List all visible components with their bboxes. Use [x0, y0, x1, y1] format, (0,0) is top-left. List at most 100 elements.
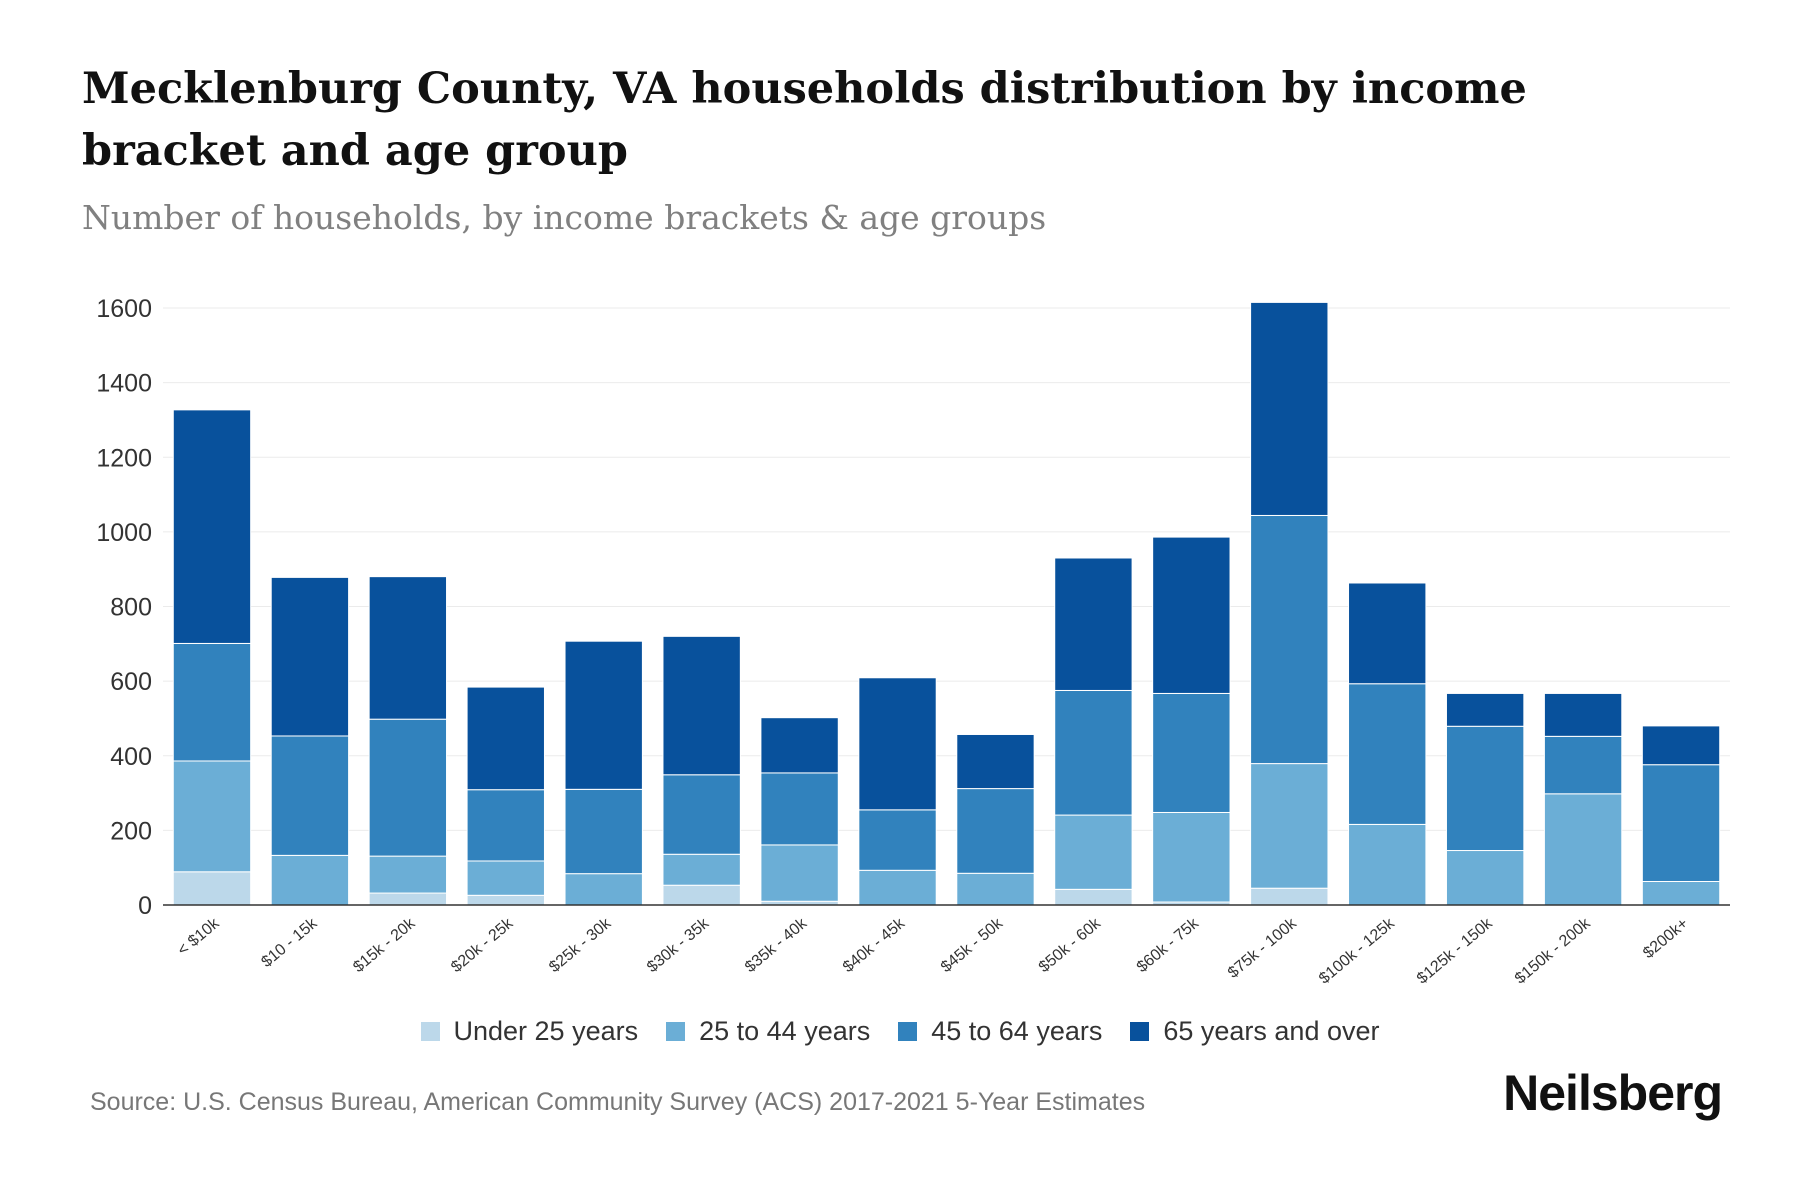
bar-segment — [858, 677, 937, 811]
legend-item: 25 to 44 years — [666, 1016, 870, 1047]
bar-segment — [1054, 814, 1133, 890]
bar-segment — [1348, 683, 1427, 825]
bar-segment — [172, 871, 252, 906]
brand-logo: Neilsberg — [1503, 1065, 1723, 1121]
x-tick-label: $35k - 40k — [742, 914, 811, 976]
x-tick-label: $25k - 30k — [546, 914, 615, 976]
bar-segment — [1250, 301, 1329, 516]
bar-segment — [956, 788, 1035, 874]
bar-segment — [662, 853, 741, 886]
bar-segment — [1543, 735, 1623, 795]
bar-segment — [662, 635, 741, 776]
bar-segment — [368, 855, 448, 894]
bar-segment — [956, 733, 1035, 790]
bar-segment — [760, 772, 839, 846]
bar-segment — [1054, 888, 1133, 906]
bar-segment — [270, 576, 350, 737]
bar-segment — [1641, 880, 1721, 906]
legend-swatch — [898, 1022, 918, 1041]
y-tick-label: 200 — [110, 817, 152, 845]
bar-segment — [1250, 763, 1329, 889]
bar-segment — [1152, 811, 1231, 903]
bar-segment — [1152, 692, 1231, 813]
legend-label: Under 25 years — [453, 1016, 639, 1046]
y-tick-label: 1600 — [96, 295, 152, 323]
legend-item: 65 years and over — [1130, 1016, 1380, 1047]
x-tick-label: $75k - 100k — [1225, 914, 1301, 981]
chart-subtitle: Number of households, by income brackets… — [82, 198, 1047, 237]
bar-segment — [368, 892, 448, 906]
bar-segment — [466, 894, 545, 906]
bar-segment — [270, 854, 350, 906]
bar-segment — [270, 735, 350, 856]
bar-segment — [1543, 692, 1623, 737]
x-tick-label: $60k - 75k — [1134, 914, 1203, 976]
x-tick-label: $100k - 125k — [1316, 914, 1399, 987]
bar-segment — [1250, 887, 1329, 906]
bar-segment — [368, 576, 448, 720]
x-axis-ticks: < $10k $10 - 15k $15k - 20k $20k - 25k $25k … — [174, 914, 1691, 987]
bar-segment — [1054, 689, 1133, 816]
bar-segment — [760, 844, 839, 902]
legend-item: Under 25 years — [420, 1016, 639, 1047]
chart-title: Mecklenburg County, VA households distri… — [82, 64, 1527, 176]
source-note: Source: U.S. Census Bureau, American Com… — [90, 1088, 1146, 1116]
bar-segment — [466, 686, 545, 791]
x-tick-label: $20k - 25k — [448, 914, 517, 976]
bar-segment — [172, 760, 252, 873]
x-tick-label: $50k - 60k — [1036, 914, 1105, 976]
legend-item: 45 to 64 years — [898, 1016, 1102, 1047]
bar-segment — [466, 789, 545, 862]
y-tick-label: 800 — [110, 594, 152, 622]
x-tick-label: $40k - 45k — [840, 914, 909, 976]
bar-segment — [1445, 850, 1525, 906]
bar-segment — [172, 642, 252, 762]
bar-segment — [1250, 514, 1329, 765]
x-tick-label: $15k - 20k — [350, 914, 419, 976]
y-tick-label: 0 — [138, 892, 152, 920]
bar-segment — [858, 809, 937, 871]
y-axis-ticks: 0 200 400 600 800 1000 1200 1400 1600 — [96, 295, 152, 920]
bar-segment — [1445, 725, 1525, 852]
y-tick-label: 1400 — [96, 370, 152, 398]
bar-segment — [1152, 536, 1231, 694]
x-tick-label: < $10k — [174, 914, 223, 959]
y-tick-label: 1200 — [96, 444, 152, 472]
legend: Under 25 years 25 to 44 years 45 to 64 yea… — [0, 1016, 1800, 1047]
legend-label: 45 to 64 years — [931, 1016, 1103, 1046]
bar-segment — [858, 869, 937, 906]
legend-swatch — [666, 1022, 686, 1041]
bar-segment — [564, 873, 643, 906]
bar-segment — [1543, 793, 1623, 906]
bar-segment — [466, 860, 545, 896]
legend-label: 65 years and over — [1163, 1016, 1380, 1046]
x-tick-label: $200k+ — [1640, 915, 1691, 962]
bar-segment — [760, 717, 839, 774]
bar-segment — [1348, 823, 1427, 906]
y-tick-label: 400 — [110, 743, 152, 771]
bar-segment — [1445, 692, 1525, 727]
bar-segment — [1641, 764, 1721, 882]
bar-segment — [564, 788, 643, 875]
stacked-bar-chart: 0 200 400 600 800 1000 1200 1400 1600 < $10k $10 … — [96, 295, 1730, 988]
x-tick-label: $150k - 200k — [1512, 914, 1595, 987]
legend-swatch — [420, 1022, 440, 1041]
bar-segment — [1348, 582, 1427, 685]
bar-segment — [172, 409, 252, 644]
x-tick-label: $45k - 50k — [938, 914, 1007, 976]
y-tick-label: 600 — [110, 668, 152, 696]
bar-segment — [1054, 557, 1133, 691]
bar-segment — [564, 640, 643, 790]
y-tick-label: 1000 — [96, 519, 152, 547]
x-tick-label: $10 - 15k — [258, 914, 321, 971]
x-tick-label: $30k - 35k — [644, 914, 713, 976]
bar-segment — [1641, 725, 1721, 766]
x-tick-label: $125k - 150k — [1414, 914, 1497, 987]
legend-swatch — [1130, 1022, 1150, 1041]
bar-segment — [368, 718, 448, 857]
bars — [172, 301, 1721, 906]
bar-segment — [662, 884, 741, 906]
bar-segment — [956, 872, 1035, 906]
legend-label: 25 to 44 years — [699, 1016, 871, 1046]
bar-segment — [662, 774, 741, 855]
